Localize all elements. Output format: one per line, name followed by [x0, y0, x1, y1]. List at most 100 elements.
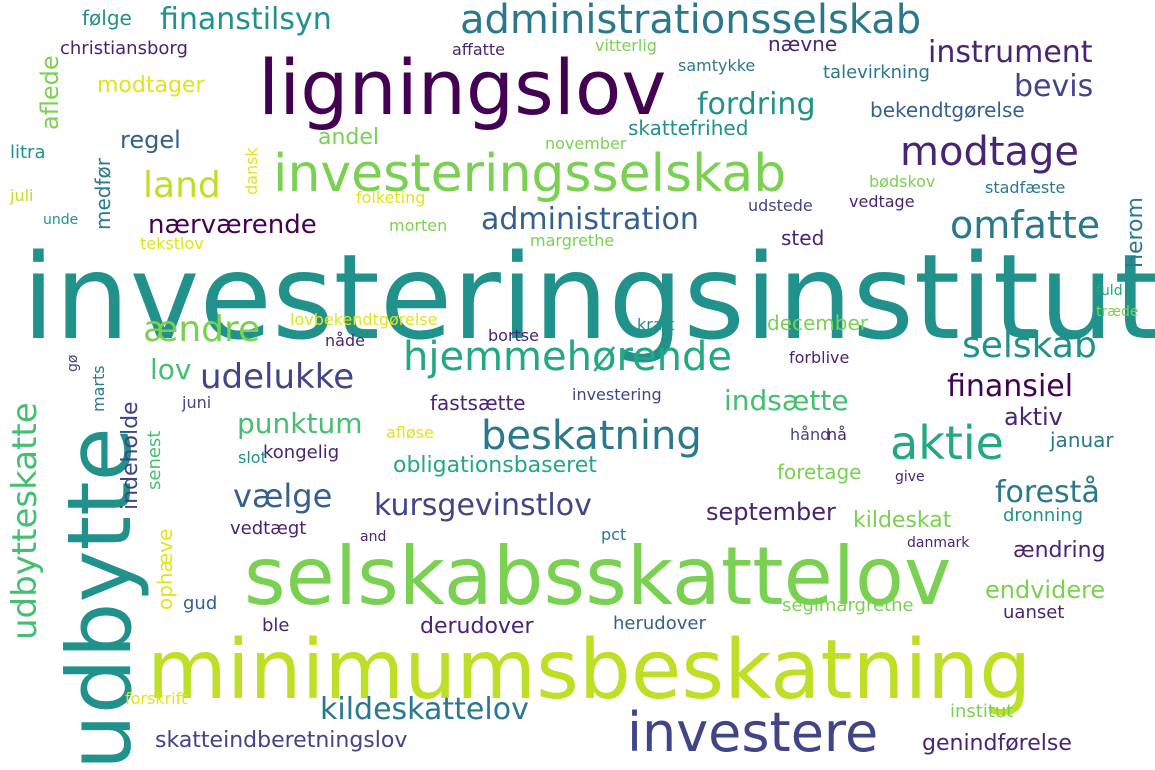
word-vitterlig: vitterlig	[595, 36, 657, 55]
word-seglmargrethe: seglmargrethe	[782, 595, 914, 616]
word-omfatte: omfatte	[950, 203, 1101, 247]
word-herom: herom	[1123, 197, 1148, 268]
word-gud: gud	[183, 593, 218, 614]
word-and: and	[360, 529, 387, 545]
word-morten: morten	[389, 216, 448, 235]
word-regel: regel	[120, 126, 181, 154]
word-modtager: modtager	[97, 73, 205, 98]
word-modtage: modtage	[900, 129, 1080, 175]
word-udstede: udstede	[748, 196, 813, 215]
word-vaelge: vælge	[233, 477, 333, 515]
word-derudover: derudover	[420, 614, 534, 639]
word-november: november	[545, 134, 627, 153]
word-christiansborg: christiansborg	[60, 38, 188, 59]
word-kildeskat: kildeskat	[853, 508, 952, 533]
word-indsaette: indsætte	[724, 384, 849, 417]
word-bortse: bortse	[488, 326, 539, 345]
word-juni: juni	[182, 393, 212, 412]
word-investering: investering	[572, 385, 662, 404]
word-instrument: instrument	[928, 35, 1093, 70]
word-udelukke: udelukke	[200, 357, 355, 397]
word-fuld: fuld	[1096, 283, 1123, 299]
word-administrationsselskab: administrationsselskab	[460, 0, 922, 43]
word-naade: nåde	[325, 331, 365, 350]
word-indeholde: indeholde	[118, 401, 143, 510]
word-dronning: dronning	[1003, 505, 1084, 526]
word-hjemmehoerende: hjemmehørende	[403, 334, 732, 380]
word-lov: lov	[150, 353, 192, 386]
word-kongelig: kongelig	[263, 442, 340, 463]
word-skatteindberetningslov: skatteindberetningslov	[155, 728, 408, 753]
word-investeringsselskab: investeringsselskab	[273, 144, 787, 204]
word-aendre: ændre	[143, 309, 261, 350]
word-folketing: folketing	[356, 188, 426, 207]
word-juli: juli	[10, 186, 34, 205]
word-obligationsbaseret: obligationsbaseret	[393, 453, 597, 478]
word-minimumsbeskatning: minimumsbeskatning	[147, 623, 1032, 718]
word-pct: pct	[601, 525, 627, 544]
word-september: september	[706, 498, 836, 526]
word-finansiel: finansiel	[947, 369, 1074, 404]
word-kraft: kraft	[637, 315, 675, 334]
word-tekstlov: tekstlov	[140, 234, 204, 253]
word-boedskov: bødskov	[869, 172, 936, 191]
word-afloese: afløse	[386, 423, 434, 442]
word-januar: januar	[1050, 428, 1114, 452]
word-kursgevinstlov: kursgevinstlov	[374, 488, 592, 523]
word-aflede: aflede	[36, 55, 64, 130]
word-ligningslov: ligningslov	[258, 43, 667, 132]
word-litra: litra	[10, 142, 46, 163]
word-forskrift: forskrift	[125, 689, 188, 708]
word-danmark: danmark	[907, 535, 970, 551]
word-selskab: selskab	[962, 325, 1097, 366]
word-naevne: nævne	[768, 32, 838, 56]
word-foretage: foretage	[777, 460, 862, 484]
word-aendring: ændring	[1013, 538, 1106, 563]
word-slot: slot	[238, 448, 267, 467]
word-institut: institut	[950, 701, 1014, 722]
word-vedtage: vedtage	[849, 192, 915, 211]
word-uanset: uanset	[1003, 602, 1065, 623]
word-forblive: forblive	[789, 348, 850, 367]
word-administration: administration	[481, 202, 699, 237]
word-aktie: aktie	[890, 416, 1004, 470]
word-traede: træde	[1096, 304, 1139, 320]
word-vedtaegt: vedtægt	[230, 518, 307, 539]
word-december: december	[767, 311, 869, 335]
word-genindfoerelse: genindførelse	[922, 731, 1072, 756]
word-punktum: punktum	[237, 407, 363, 440]
word-ophaeve: ophæve	[153, 528, 177, 610]
word-goe: gø	[65, 354, 81, 372]
word-affatte: affatte	[452, 40, 506, 59]
word-talevirkning: talevirkning	[823, 62, 930, 83]
word-endvidere: endvidere	[985, 576, 1106, 604]
word-kildeskattelov: kildeskattelov	[320, 692, 529, 727]
word-forestaa: forestå	[995, 475, 1100, 510]
word-give: give	[895, 469, 925, 485]
word-samtykke: samtykke	[678, 56, 756, 75]
word-bekendtgoerelse: bekendtgørelse	[870, 98, 1025, 122]
word-udbytteskatte: udbytteskatte	[5, 402, 45, 640]
word-land: land	[143, 165, 221, 206]
word-unde: unde	[43, 212, 79, 228]
word-marts: marts	[89, 365, 108, 412]
word-senest: senest	[144, 430, 165, 490]
word-andel: andel	[318, 125, 380, 150]
word-herudover: herudover	[613, 613, 706, 634]
word-investere: investere	[627, 701, 879, 764]
word-fastsaette: fastsætte	[430, 391, 526, 415]
word-naa: nå	[827, 425, 847, 444]
word-aktiv: aktiv	[1004, 403, 1063, 431]
word-bevis: bevis	[1014, 69, 1094, 104]
word-beskatning: beskatning	[481, 413, 702, 459]
word-ble: ble	[262, 615, 290, 636]
word-lovbekendtgoerelse: lovbekendtgørelse	[290, 310, 438, 329]
word-foelge: følge	[82, 6, 132, 30]
word-skattefrihed: skattefrihed	[628, 116, 749, 140]
word-dansk: dansk	[242, 147, 261, 195]
word-stadfaeste: stadfæste	[985, 178, 1066, 197]
word-selskabsskattelov: selskabsskattelov	[244, 530, 952, 623]
word-medfoer: medfør	[91, 158, 115, 230]
word-finanstilsyn: finanstilsyn	[160, 2, 332, 37]
